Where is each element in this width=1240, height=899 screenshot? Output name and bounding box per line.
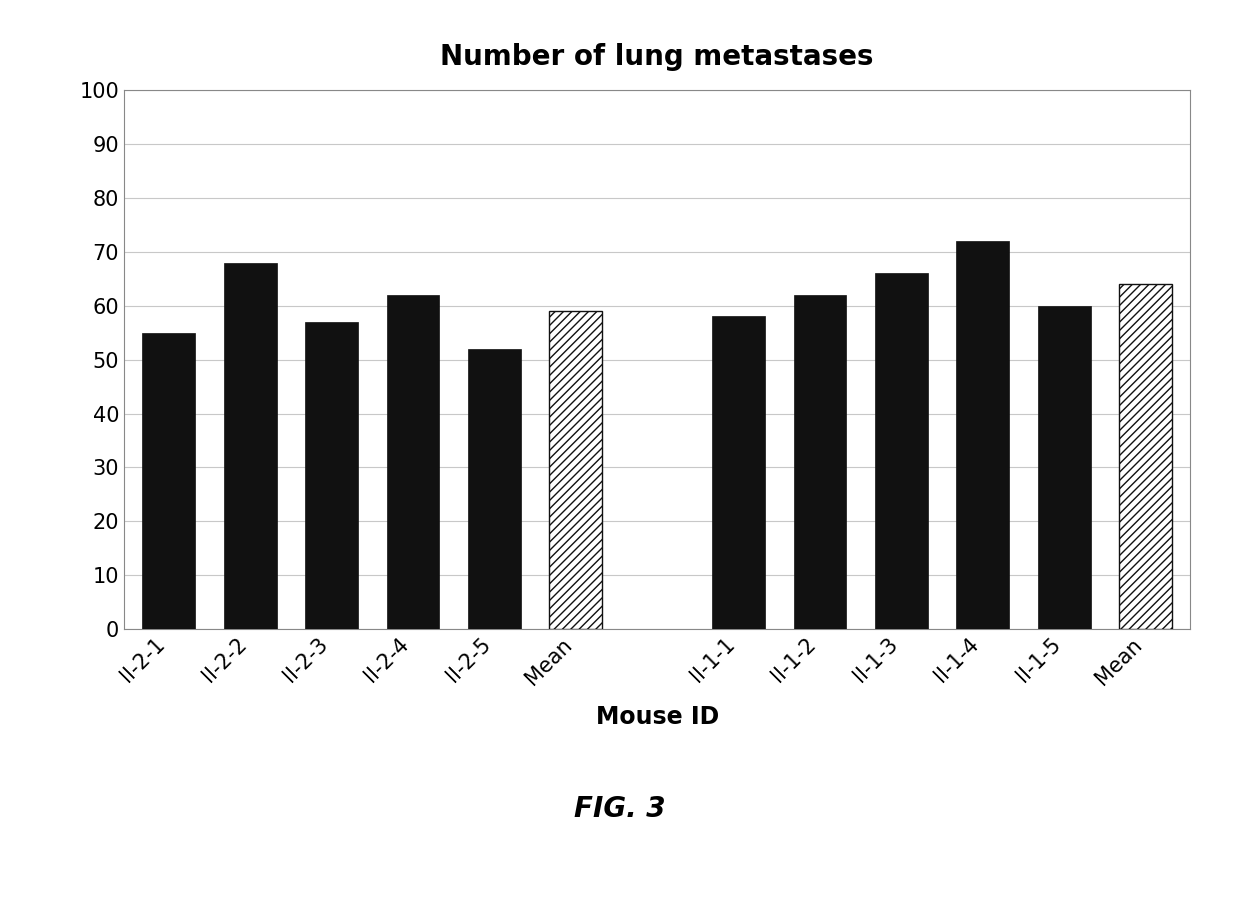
Bar (387, 295, 439, 629)
Bar (1120, 284, 1172, 629)
Bar (956, 241, 1009, 629)
Bar (223, 263, 277, 629)
Bar (143, 333, 195, 629)
Bar (549, 311, 603, 629)
Title: Number of lung metastases: Number of lung metastases (440, 43, 874, 71)
Bar (794, 295, 847, 629)
Bar (875, 273, 928, 629)
X-axis label: Mouse ID: Mouse ID (595, 705, 719, 729)
Bar (305, 322, 358, 629)
Bar (1038, 306, 1091, 629)
Text: FIG. 3: FIG. 3 (574, 795, 666, 823)
Bar (712, 316, 765, 629)
Bar (467, 349, 521, 629)
